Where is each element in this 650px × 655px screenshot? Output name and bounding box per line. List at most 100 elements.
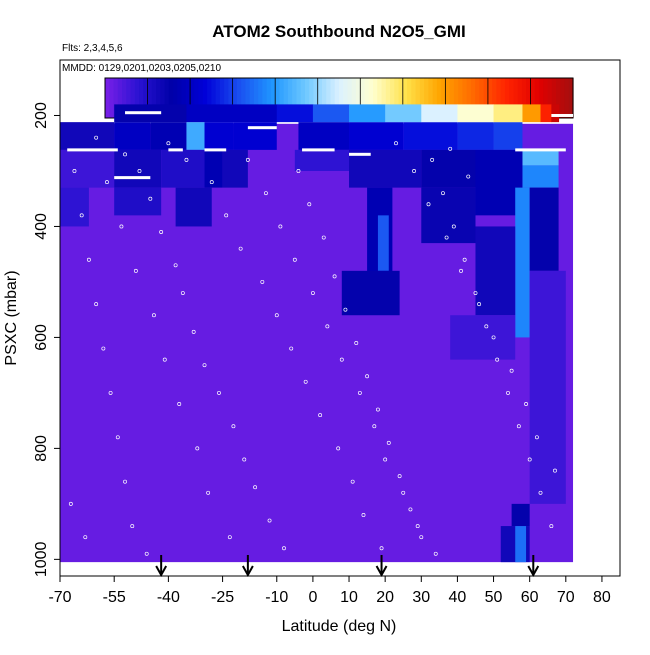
colorbar-segment <box>130 78 136 118</box>
heatmap-cell <box>186 122 205 150</box>
x-tick-label: 50 <box>485 589 503 606</box>
sample-point <box>354 341 359 345</box>
heatmap-cell <box>114 187 162 216</box>
flight-level-gap <box>247 126 277 130</box>
upper-band-segment <box>540 104 552 123</box>
heatmap-cell <box>204 149 223 188</box>
colorbar-segment <box>458 78 463 118</box>
colorbar-segment <box>181 78 187 118</box>
sample-point <box>318 413 323 418</box>
sample-point <box>484 324 489 329</box>
colorbar-segment <box>509 78 515 118</box>
sample-point <box>206 490 211 495</box>
x-tick-label: 60 <box>521 589 539 606</box>
colorbar-segment <box>381 78 387 118</box>
colorbar-segment <box>266 78 272 118</box>
sample-point <box>466 174 471 179</box>
flight-level-gap <box>349 152 371 156</box>
colorbar-segment <box>415 78 421 118</box>
colorbar-segment <box>211 78 217 118</box>
colorbar-segment <box>377 78 383 118</box>
heatmap-cell <box>377 215 389 271</box>
sample-point <box>130 524 135 529</box>
heatmap-cells <box>60 104 574 563</box>
y-tick-label: 1000 <box>33 541 50 577</box>
heatmap-cell <box>175 187 212 227</box>
colorbar-segment <box>407 78 412 118</box>
heatmap-cell <box>403 122 458 150</box>
sample-point <box>245 157 250 162</box>
flight-level-gap <box>114 176 151 180</box>
sample-point <box>375 407 380 412</box>
sample-point <box>495 357 500 362</box>
colorbar-segment <box>373 78 378 118</box>
heatmap-cell <box>450 315 516 360</box>
colorbar-segment <box>445 78 451 118</box>
colorbar-segment <box>492 78 498 118</box>
sample-point <box>307 202 312 207</box>
colorbar-segment <box>194 78 200 118</box>
colorbar-segment <box>279 78 285 118</box>
sample-point <box>426 202 431 207</box>
colorbar-segment <box>496 78 502 118</box>
sample-point <box>242 457 247 462</box>
colorbar-segment <box>441 78 446 118</box>
sample-point <box>137 169 142 173</box>
sample-point <box>339 357 344 362</box>
sample-point <box>133 268 138 273</box>
x-tick-label: 40 <box>449 589 467 606</box>
colorbar-segment <box>156 78 161 118</box>
x-axis: -70 -55 -40 -25 -10 0 10 20 30 40 50 60 70 80 <box>48 576 611 606</box>
colorbar-segment <box>517 78 523 118</box>
colorbar-segment <box>139 78 144 118</box>
sample-point <box>173 263 178 268</box>
colorbar-segment <box>207 78 212 118</box>
sample-point <box>357 390 362 395</box>
sample-point <box>386 440 391 445</box>
colorbar-segment <box>368 78 374 118</box>
sample-point <box>394 141 398 146</box>
colorbar-segment <box>419 78 425 118</box>
track-arrow-head <box>527 565 540 578</box>
sample-point <box>451 224 456 229</box>
heatmap-cell <box>515 526 527 563</box>
colorbar-segment <box>330 78 336 118</box>
sample-point <box>383 457 388 462</box>
colorbar-segment <box>351 78 357 118</box>
sample-point <box>412 169 417 173</box>
colorbar-segment <box>466 78 472 118</box>
colorbar-segment <box>105 78 110 118</box>
subtitle-dates: MMDD: 0129,0201,0203,0205,0210 <box>62 63 221 74</box>
x-tick-label: -10 <box>265 589 288 606</box>
sample-point <box>419 535 424 540</box>
sample-point <box>195 446 200 451</box>
sample-point <box>148 196 153 201</box>
colorbar-segment <box>177 78 183 118</box>
heatmap-cell <box>522 165 559 188</box>
x-tick-label: 0 <box>308 589 317 606</box>
sample-point <box>101 346 106 351</box>
colorbar-segment <box>219 78 225 118</box>
sample-point <box>459 268 463 273</box>
colorbar-segment <box>198 78 204 118</box>
flight-level-gap <box>515 148 566 152</box>
sample-point <box>444 235 449 240</box>
colorbar-segment <box>364 78 370 118</box>
x-tick-label: -40 <box>157 589 180 606</box>
sample-points <box>68 135 557 556</box>
sample-point <box>274 313 279 318</box>
colorbar-segment <box>513 78 519 118</box>
sample-point <box>159 230 164 234</box>
sample-point <box>123 479 127 484</box>
sample-point <box>491 335 496 340</box>
colorbar-segment <box>249 78 255 118</box>
heatmap-cell <box>475 226 516 316</box>
sample-point <box>144 551 149 556</box>
heatmap-cell <box>349 149 422 188</box>
colorbar-segment <box>275 78 281 118</box>
colorbar-segment <box>390 78 395 118</box>
sample-point <box>365 374 370 379</box>
colorbar-segment <box>428 78 434 118</box>
sample-point <box>191 329 196 334</box>
